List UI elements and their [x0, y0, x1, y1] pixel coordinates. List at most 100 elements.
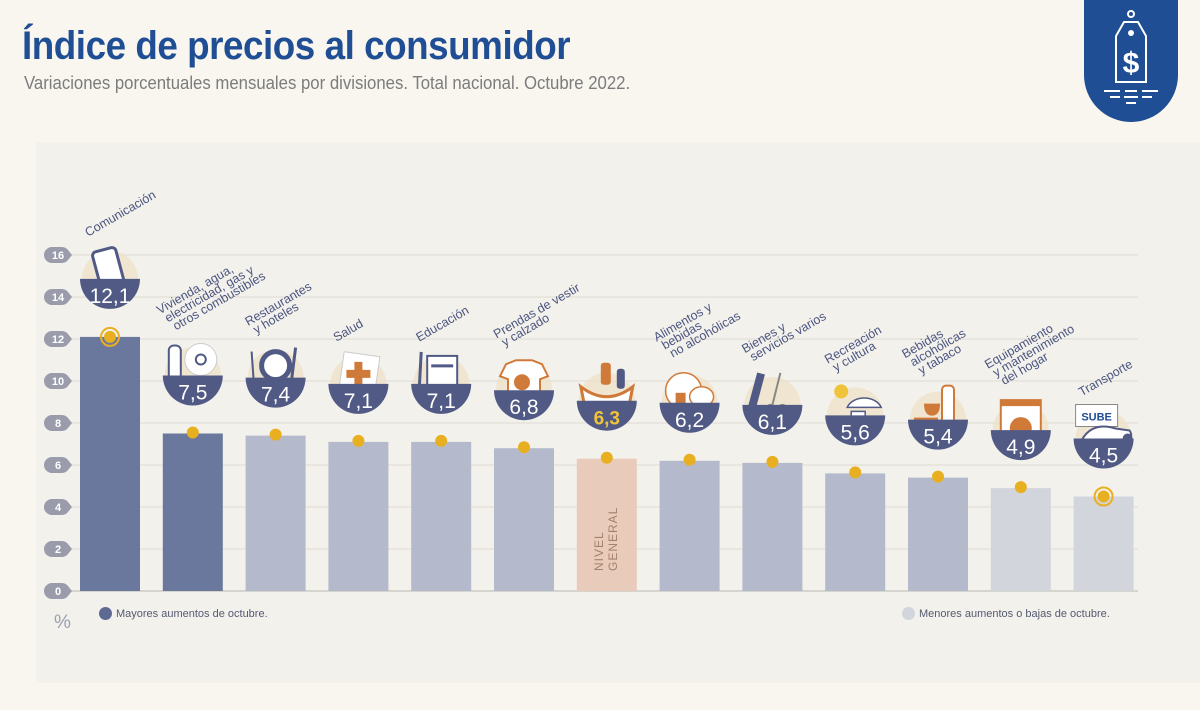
value-label: 6,2 [675, 409, 704, 432]
bulb-shape [184, 343, 218, 376]
marker-dot [1014, 481, 1027, 494]
y-tick: 12 [44, 331, 72, 347]
y-tick: 0 [44, 583, 72, 599]
bottle-shape [600, 362, 611, 385]
value-label: 6,8 [509, 396, 538, 419]
legend-high-swatch [99, 607, 112, 620]
bar [659, 460, 720, 591]
bar [908, 477, 968, 591]
category-label-line: Transporte [1076, 357, 1135, 399]
bar [494, 448, 554, 591]
legend-low-swatch [902, 607, 915, 620]
unit-label: % [54, 612, 71, 633]
marker-dot [1097, 490, 1110, 503]
legend-high: Mayores aumentos de octubre. [99, 607, 268, 620]
value-bowl [1073, 438, 1134, 469]
comb-shape [747, 372, 765, 410]
general-bar-text-line: NIVEL [592, 531, 606, 571]
category-label: Transporte [1076, 357, 1135, 399]
value-bowl [80, 278, 140, 309]
legend-low-label: Menores aumentos o bajas de octubre. [919, 607, 1110, 620]
bar [825, 473, 886, 591]
legend-high-label: Mayores aumentos de octubre. [116, 607, 268, 620]
bar [742, 462, 803, 591]
bar [245, 435, 306, 591]
marker-dot [932, 470, 944, 483]
glass-shape [675, 392, 686, 409]
bar [1073, 496, 1134, 591]
bar [162, 433, 223, 591]
value-label: 5,6 [841, 421, 870, 444]
marker-dot [766, 455, 779, 468]
y-tick-badge [44, 331, 72, 347]
marker-dot [352, 434, 365, 447]
y-tick: 10 [44, 373, 72, 389]
general-bar-text-line: GENERAL [606, 507, 620, 571]
y-tick-label: 0 [55, 586, 61, 598]
y-tick: 4 [44, 499, 72, 515]
wine-shape [616, 368, 625, 389]
page-title: Índice de precios al consumidor [22, 24, 571, 68]
knife-shape [290, 347, 298, 380]
cross-shape [346, 361, 371, 386]
bar-group: 12,1 Comunicación [80, 188, 158, 591]
pencil-shape [417, 351, 423, 390]
marker-dot [269, 428, 282, 441]
category-label: Salud [331, 316, 366, 344]
plate-cutlery-icon [250, 347, 298, 383]
y-tick-badge [44, 457, 72, 473]
value-label: 5,4 [923, 426, 953, 449]
category-label-line: Comunicación [83, 188, 159, 240]
marker-dot [186, 426, 199, 439]
y-tick-label: 16 [52, 250, 64, 262]
price-tag-dollar-icon: $ [1104, 10, 1158, 104]
value-label: 7,5 [178, 382, 207, 405]
value-bowl [162, 375, 223, 406]
wine-glass-shape [924, 403, 940, 416]
general-bar-text: NIVEL GENERAL [592, 507, 620, 571]
sube-text: SUBE [1081, 412, 1112, 424]
y-tick-badge [44, 373, 72, 389]
value-bowl [825, 415, 886, 446]
marker-dot [518, 441, 530, 454]
category-label-line: Salud [331, 316, 366, 344]
marker-ring [1093, 486, 1114, 507]
y-tick-label: 4 [55, 502, 62, 514]
value-label: 6,3 [594, 409, 620, 430]
y-tick-badge [44, 247, 72, 263]
value-bowl [411, 383, 472, 414]
y-tick-badge [44, 499, 72, 515]
tshirt-shoe-icon [498, 359, 550, 401]
marker-ring [100, 326, 120, 347]
value-label: 4,9 [1006, 436, 1035, 459]
y-tick-label: 14 [52, 292, 65, 304]
plate-shape [259, 349, 293, 383]
value-bowl [742, 404, 803, 435]
bar [328, 441, 389, 591]
sun-shape [834, 384, 849, 399]
y-tick-label: 2 [55, 544, 61, 556]
value-bowl [990, 430, 1051, 461]
machine-top [1000, 400, 1041, 407]
y-tick-badge [44, 583, 72, 599]
value-bowl [328, 383, 389, 414]
bar [990, 488, 1051, 591]
y-tick: 14 [44, 289, 72, 305]
bar-group: 7,1 Salud [328, 316, 389, 591]
bar-group: SUBE 4,5 Transporte [1073, 357, 1135, 591]
marker-dot [600, 451, 613, 464]
value-label: 4,5 [1089, 445, 1118, 468]
marker-dot [849, 466, 862, 479]
value-bowl [245, 377, 306, 408]
